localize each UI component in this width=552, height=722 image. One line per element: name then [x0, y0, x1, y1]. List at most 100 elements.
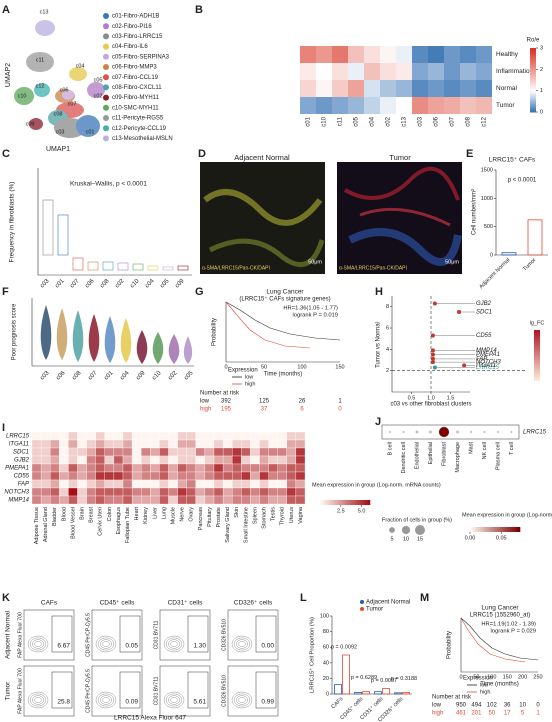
- heat-cell: [141, 479, 151, 489]
- column-label: c10: [322, 116, 328, 126]
- heat-cell: [316, 63, 332, 80]
- cluster-label: c02: [94, 93, 103, 99]
- heat-cell: [113, 495, 124, 505]
- heat-cell: [122, 471, 133, 481]
- heat-cell: [177, 439, 187, 449]
- colorbar-step: [365, 500, 368, 505]
- heat-cell: [460, 46, 476, 63]
- column-label: Prostate: [216, 507, 222, 527]
- colorbar-step: [507, 527, 511, 532]
- heat-cell: [59, 495, 69, 505]
- gene-label: LRRC15: [476, 365, 500, 371]
- risk-row-label: low: [200, 399, 210, 405]
- legend-swatch: [103, 115, 109, 121]
- heat-cell: [104, 487, 115, 497]
- colorbar-tick-label: 0.05: [496, 535, 507, 541]
- colorbar-tick-label: 5.0: [358, 508, 366, 514]
- heat-cell: [150, 447, 160, 457]
- colorbar-step: [534, 365, 540, 368]
- point: [430, 356, 435, 361]
- flow-frame: [23, 609, 75, 661]
- column-label: Blood Vessel: [70, 507, 76, 539]
- colorbar-step: [502, 527, 506, 532]
- heat-cell: [141, 439, 151, 449]
- chart-subtitle: (LRRC15⁺ CAFs signature genes): [239, 296, 330, 303]
- heat-cell: [195, 495, 206, 505]
- colorbar-step: [517, 527, 521, 532]
- heat-cell: [380, 97, 396, 114]
- dot: [429, 430, 432, 434]
- heat-cell: [50, 463, 60, 473]
- dotplot-frame: [381, 424, 520, 440]
- point: [430, 348, 435, 353]
- colorbar-step: [470, 527, 473, 532]
- y-tick-label: 2: [386, 368, 389, 374]
- gene-label: LRRC15: [523, 430, 547, 436]
- heat-cell: [232, 495, 242, 505]
- heat-cell: [213, 447, 224, 457]
- heat-cell: [295, 487, 306, 497]
- legend-swatch: [103, 104, 109, 111]
- colorbar-step: [534, 340, 540, 343]
- row-label: Tumor: [5, 681, 12, 700]
- heat-cell: [31, 471, 42, 481]
- heat-cell: [348, 80, 364, 97]
- flow-frame: [91, 665, 143, 717]
- row-label: Adjacent Normal: [5, 610, 12, 659]
- heat-cell: [104, 471, 115, 481]
- flow-contour: [170, 697, 178, 703]
- category-label: c09: [135, 370, 147, 382]
- flow-frame: [227, 609, 279, 661]
- axis-label: Probability: [212, 318, 218, 346]
- annotation: p = 0.0097: [371, 678, 397, 684]
- flow-contour: [32, 639, 44, 649]
- heat-cell: [141, 463, 151, 473]
- colorbar-step: [530, 80, 536, 83]
- heat-cell: [295, 431, 306, 441]
- colorbar-tick-label: 3: [540, 45, 543, 51]
- heat-cell: [159, 495, 169, 505]
- heat-cell: [86, 431, 96, 441]
- heat-cell: [380, 46, 396, 63]
- x-tick-label: 0.5: [408, 395, 416, 401]
- x-tick-label: 50: [261, 364, 267, 370]
- column-label: Lung: [161, 507, 167, 519]
- y-tick-label: 20: [323, 676, 329, 682]
- heat-cell: [380, 80, 396, 97]
- axis-label: CD31 BV711: [153, 676, 159, 705]
- panel-label: A: [2, 4, 10, 16]
- heat-cell: [68, 463, 78, 473]
- heat-cell: [186, 471, 196, 481]
- heat-cell: [286, 463, 297, 473]
- heat-cell: [40, 479, 51, 489]
- heat-cell: [195, 447, 206, 457]
- legend-label: c01-Fibro-ADH1B: [112, 14, 159, 20]
- row-label: MMP14: [8, 498, 29, 504]
- heat-cell: [195, 479, 206, 489]
- colorbar-step: [530, 84, 536, 87]
- heat-cell: [159, 479, 169, 489]
- heat-cell: [241, 463, 251, 473]
- colorbar-step: [534, 347, 540, 351]
- scale-label: 50μm: [308, 259, 322, 265]
- axis-label: LRRC15⁺ Cell Proportion (%): [309, 617, 316, 693]
- heat-cell: [204, 487, 215, 497]
- cluster-label: c07: [68, 101, 77, 107]
- micrograph-texture: [203, 166, 462, 267]
- legend-label: c11-Pericyte-RGS5: [112, 116, 164, 122]
- risk-count: 125: [259, 399, 270, 405]
- flow-frame: [91, 609, 143, 661]
- category-label: c09: [174, 278, 186, 290]
- heat-cell: [77, 439, 87, 449]
- heat-cell: [77, 471, 87, 481]
- heat-cell: [95, 463, 105, 473]
- heat-cell: [277, 447, 287, 457]
- colorbar-step: [515, 527, 518, 532]
- legend-title: Expression: [228, 368, 258, 374]
- axis: [31, 298, 194, 367]
- column-label: Blood: [61, 507, 67, 521]
- heat-cell: [277, 431, 287, 441]
- stain-label: α-SMA/LRRC15/Pan-CK/DAPI: [339, 265, 407, 271]
- heat-cell: [396, 63, 412, 80]
- colorbar-step: [530, 109, 536, 113]
